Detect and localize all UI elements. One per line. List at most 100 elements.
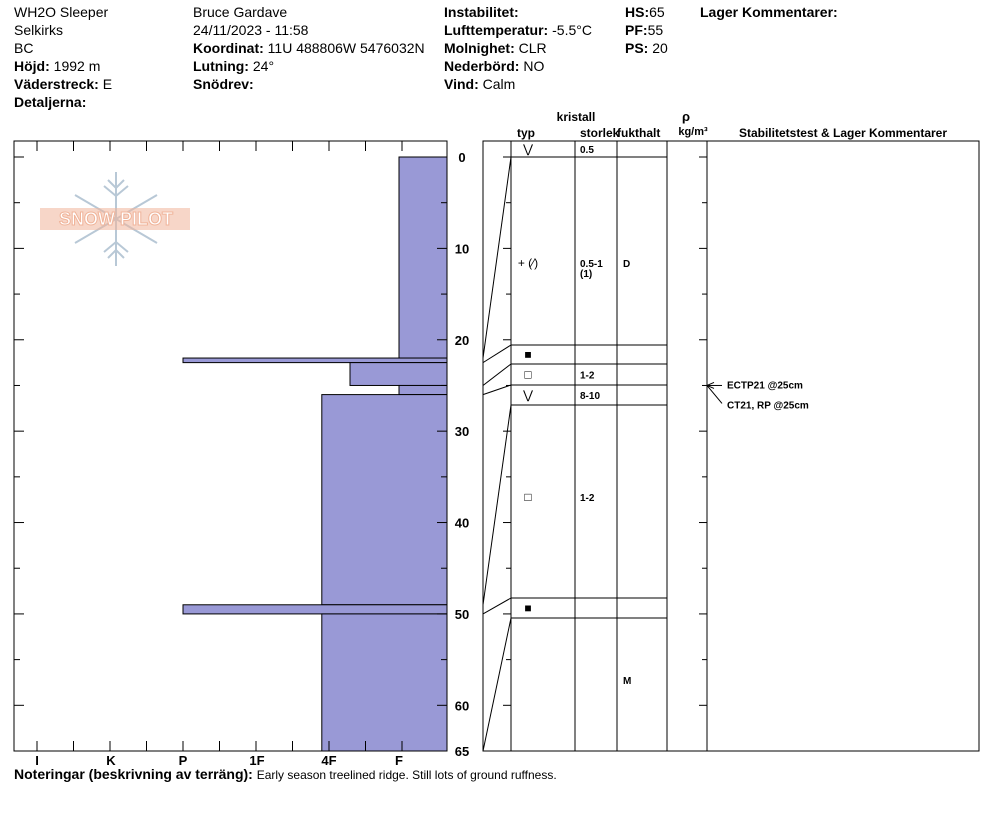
logo-band [40,208,190,230]
aspect-row: Väderstreck: E [14,75,112,93]
row-size: 8-10 [580,391,600,402]
col-type-header: typ [517,126,535,140]
row-connector [482,617,512,752]
hardness-bar-5 [182,604,448,615]
hardness-bar-6 [321,613,448,752]
row-connector [482,363,512,386]
wind-row: Vind: Calm [444,75,592,93]
airtemp-label: Lufttemperatur: [444,22,549,38]
ps-label: PS: [625,40,649,56]
depth-tick-label: 40 [455,516,469,531]
sky: CLR [518,40,547,56]
snowpilot-logo: SNOW PILOT [40,172,190,266]
row-type: ⋁ [522,142,533,156]
hardness-label: 4F [321,753,336,768]
aspect: E [102,76,113,92]
hardness-label: I [35,753,39,768]
header-col-4: HS:65 PF:55 PS: 20 [625,3,668,57]
notes: Noteringar (beskrivning av terräng): Ear… [14,766,557,782]
row-size: 0.5 [580,145,594,156]
state: BC [14,40,34,56]
table-frame [482,140,980,752]
coord-row: Koordinat: 11U 488806W 5476032N [193,39,425,57]
aspect-label: Väderstreck: [14,76,99,92]
header-col-2: Bruce Gardave 24/11/2023 - 11:58 Koordin… [193,3,425,93]
instability-row: Instabilitet: [444,3,592,21]
precip-row: Nederbörd: NO [444,57,592,75]
hardness-label: P [179,753,188,768]
drift-label: Snödrev: [193,76,254,92]
stability-test-label: ECTP21 @25cm [727,380,803,391]
row-size: 0.5-1 [580,259,603,270]
depth-tick-label: 10 [455,241,469,256]
slope-row: Lutning: 24° [193,57,425,75]
hardness-bar-2 [349,362,448,386]
drift-row: Snödrev: [193,75,425,93]
stability-tests: ECTP21 @25cm CT21, RP @25cm [706,380,809,411]
ps: 20 [652,40,668,56]
hardness-bar-1 [182,357,448,364]
slope: 24° [252,58,275,74]
hardness-label: 1F [249,753,264,768]
hardness-bar-4 [321,394,448,606]
coord-label: Koordinat: [193,40,264,56]
hardness-label: F [395,753,403,768]
test-arrow-2 [706,385,723,404]
row-type: □ [524,368,531,382]
row-type: ■ [524,348,531,362]
row-size-extra: (1) [580,269,592,280]
instability-label: Instabilitet: [444,4,519,20]
header-col-1: WH2O Sleeper Selkirks BC Höjd: 1992 m Vä… [14,3,112,111]
hs: 65 [649,4,665,20]
location: WH2O Sleeper [14,4,109,20]
precip-label: Nederbörd: [444,58,520,74]
depth-tick-label: 30 [455,424,469,439]
notes-label: Noteringar (beskrivning av terräng): [14,766,253,782]
pf: 55 [647,22,664,38]
header-col-5: Lager Kommentarer: [700,3,838,21]
row-connector [482,597,512,615]
elevation-label: Höjd: [14,58,50,74]
col-rho-header: ρ [682,109,690,124]
pf-label: PF: [625,22,648,38]
col-moisture-header: fukthalt [617,126,660,140]
snow-profile-chart: SNOW PILOT 0 10 20 30 40 50 60 65 I K P 1F 4F F ⋁ 0.5 +… [13,109,980,768]
logo-text: SNOW PILOT [59,209,173,229]
row-connector [482,156,512,359]
row-moisture: M [623,676,631,687]
datetime: 24/11/2023 - 11:58 [193,22,309,38]
depth-tick-label: 20 [455,333,469,348]
row-moisture: D [623,259,630,270]
row-type: □ [524,490,531,504]
details-label: Detaljerna: [14,94,87,110]
wind: Calm [482,76,516,92]
elevation: 1992 m [53,58,101,74]
hs-row: HS:65 [625,3,668,21]
hardness-layers [182,156,448,752]
airtemp-row: Lufttemperatur: -5.5°C [444,21,592,39]
details-row: Detaljerna: [14,93,112,111]
hs-label: HS: [625,4,650,20]
row-connector [482,344,512,364]
row-size: 1-2 [580,371,595,382]
row-connector [482,404,512,605]
depth-tick-label: 50 [455,607,469,622]
col-stability-header: Stabilitetstest & Lager Kommentarer [739,126,947,140]
col-crystal-header: kristall [557,110,596,124]
depth-tick-label: 65 [455,744,469,759]
layer-comments-label: Lager Kommentarer: [700,4,838,20]
depth-tick-label: 0 [458,150,465,165]
depth-tick-label: 60 [455,698,469,713]
observer: Bruce Gardave [193,4,288,20]
sky-label: Molnighet: [444,40,515,56]
row-type: ■ [524,601,531,615]
notes-text: Early season treelined ridge. Still lots… [256,768,557,782]
row-type: ⋁ [522,388,533,402]
pf-row: PF:55 [625,21,668,39]
slope-label: Lutning: [193,58,249,74]
hardness-bar-3 [398,384,448,396]
range: Selkirks [14,22,64,38]
coord: 11U 488806W 5476032N [267,40,425,56]
header-col-3: Instabilitet: Lufttemperatur: -5.5°C Mol… [444,3,592,93]
col-size-header: storlek [580,126,620,140]
